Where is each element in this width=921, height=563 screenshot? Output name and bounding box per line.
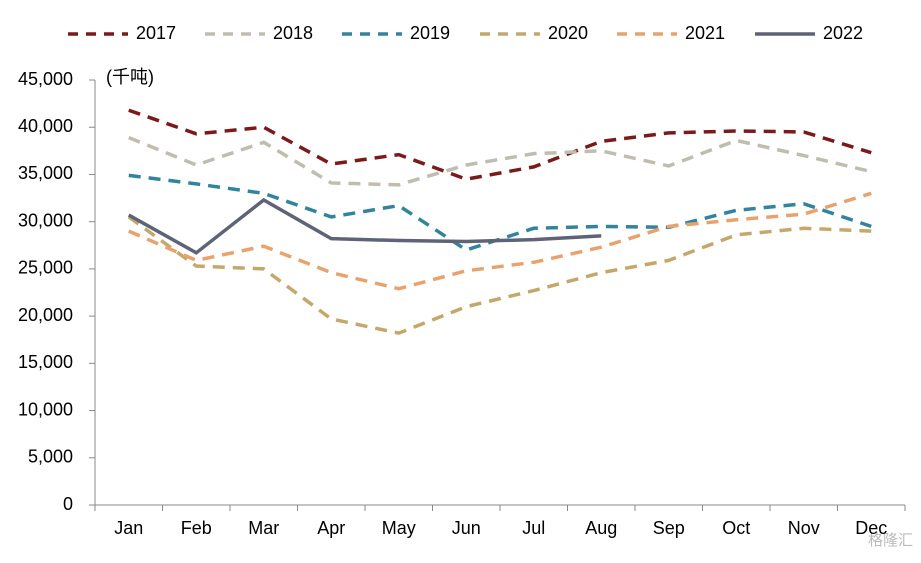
series-line: [127, 197, 602, 255]
x-tick-label: Feb: [181, 518, 212, 538]
x-tick-label: Mar: [248, 518, 279, 538]
legend-label: 2019: [410, 23, 450, 43]
legend-label: 2017: [136, 23, 176, 43]
legend-label: 2020: [548, 23, 588, 43]
x-tick-label: Dec: [855, 518, 887, 538]
legend-label: 2018: [273, 23, 313, 43]
legend-label: 2021: [685, 23, 725, 43]
y-tick-label: 15,000: [18, 352, 73, 372]
x-tick-label: Apr: [317, 518, 345, 538]
series-line: [127, 215, 872, 335]
unit-annotation: (千吨): [106, 67, 154, 87]
x-tick-label: Jan: [114, 518, 143, 538]
y-tick-label: 25,000: [18, 258, 73, 278]
x-tick-label: Sep: [653, 518, 685, 538]
x-tick-label: Nov: [788, 518, 820, 538]
y-tick-label: 20,000: [18, 305, 73, 325]
y-tick-label: 0: [63, 494, 73, 514]
y-tick-label: 35,000: [18, 163, 73, 183]
x-tick-label: May: [382, 518, 416, 538]
series-line: [128, 108, 872, 181]
x-tick-label: Aug: [585, 518, 617, 538]
x-tick-label: Jul: [522, 518, 545, 538]
watermark: 格隆汇: [868, 532, 913, 549]
y-tick-label: 10,000: [18, 399, 73, 419]
series-line: [128, 173, 872, 252]
y-tick-label: 45,000: [18, 69, 73, 89]
legend-label: 2022: [823, 23, 863, 43]
series-line: [128, 135, 872, 187]
y-tick-label: 30,000: [18, 210, 73, 230]
series-line: [128, 191, 872, 291]
y-tick-label: 5,000: [28, 447, 73, 467]
x-tick-label: Jun: [452, 518, 481, 538]
x-tick-label: Oct: [722, 518, 750, 538]
y-tick-label: 40,000: [18, 116, 73, 136]
